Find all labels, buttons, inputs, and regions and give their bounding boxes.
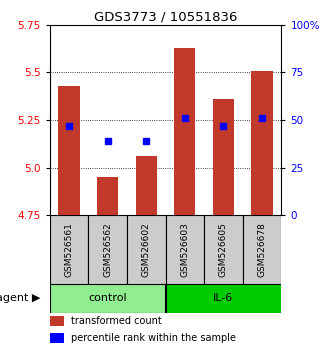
Text: percentile rank within the sample: percentile rank within the sample xyxy=(71,333,235,343)
Bar xyxy=(252,70,273,215)
Text: IL-6: IL-6 xyxy=(213,293,234,303)
Title: GDS3773 / 10551836: GDS3773 / 10551836 xyxy=(94,11,237,24)
Bar xyxy=(166,284,281,313)
Bar xyxy=(136,156,157,215)
Bar xyxy=(50,316,64,326)
Text: agent ▶: agent ▶ xyxy=(0,293,40,303)
Text: GSM526605: GSM526605 xyxy=(219,222,228,277)
Bar xyxy=(97,177,118,215)
Bar xyxy=(174,48,195,215)
Bar xyxy=(127,215,166,284)
Bar xyxy=(58,86,79,215)
Text: control: control xyxy=(88,293,127,303)
Bar xyxy=(204,215,243,284)
Text: transformed count: transformed count xyxy=(71,316,161,326)
Bar xyxy=(88,215,127,284)
Text: GSM526603: GSM526603 xyxy=(180,222,189,277)
Text: GSM526562: GSM526562 xyxy=(103,222,112,277)
Text: GSM526561: GSM526561 xyxy=(65,222,73,277)
Bar xyxy=(166,215,204,284)
Bar xyxy=(50,215,88,284)
Text: GSM526602: GSM526602 xyxy=(142,222,151,277)
Bar xyxy=(50,284,166,313)
Bar xyxy=(50,333,64,343)
Text: GSM526678: GSM526678 xyxy=(258,222,266,277)
Bar xyxy=(243,215,281,284)
Bar xyxy=(213,99,234,215)
